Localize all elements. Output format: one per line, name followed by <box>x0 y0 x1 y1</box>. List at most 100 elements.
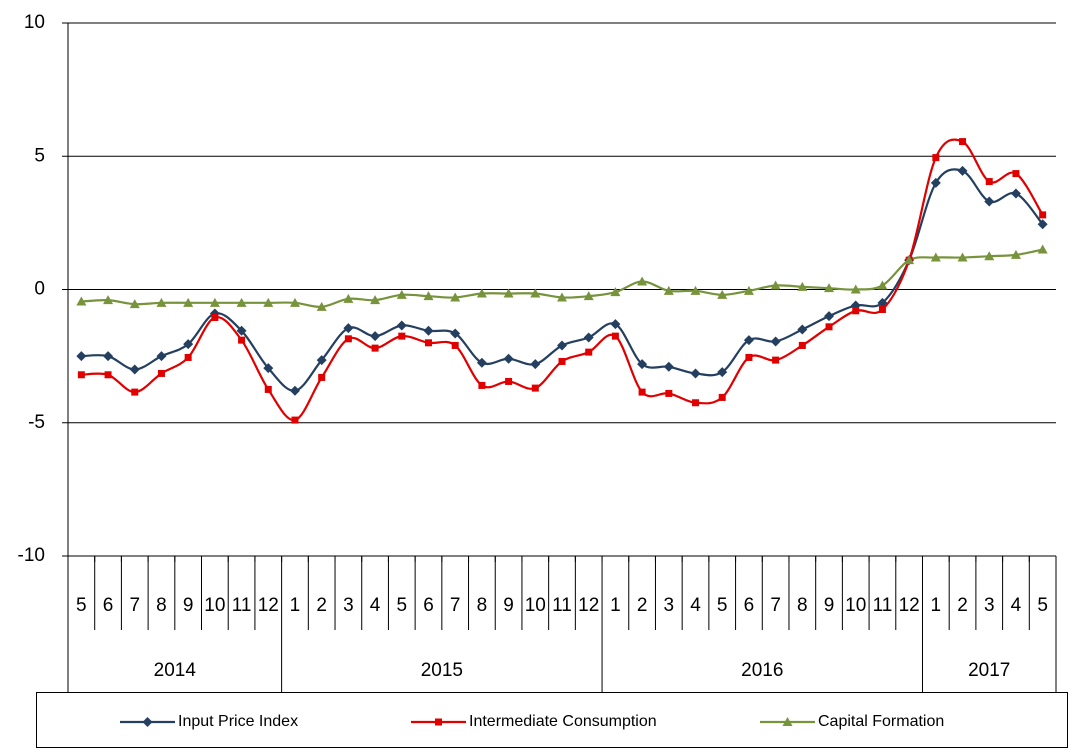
x-tick-label: 7 <box>129 595 140 616</box>
data-point <box>291 416 299 424</box>
x-tick-label: 6 <box>423 595 434 616</box>
data-point <box>183 297 194 307</box>
data-point <box>129 364 140 375</box>
x-tick-label: 5 <box>1037 595 1048 616</box>
data-point <box>183 339 194 350</box>
data-point <box>476 357 487 368</box>
x-tick-label: 2 <box>316 595 327 616</box>
data-point <box>236 325 247 336</box>
data-point <box>690 368 701 379</box>
data-point <box>530 288 541 298</box>
x-group-label: 2015 <box>421 660 463 681</box>
y-tick-label: 5 <box>34 145 45 166</box>
x-tick-label: 9 <box>503 595 514 616</box>
x-tick-label: 6 <box>744 595 755 616</box>
data-point <box>930 252 941 262</box>
data-point <box>852 307 860 315</box>
data-point <box>877 297 888 308</box>
legend-marker <box>782 717 793 726</box>
x-tick-label: 9 <box>824 595 835 616</box>
data-point <box>930 177 941 188</box>
data-point <box>824 311 835 322</box>
x-group-label: 2014 <box>154 660 197 681</box>
legend-marker <box>142 717 153 727</box>
x-group-label: 2016 <box>741 660 783 681</box>
data-point <box>318 373 326 381</box>
data-point <box>343 293 354 303</box>
y-tick-label: 10 <box>24 12 45 33</box>
data-point <box>1037 219 1048 230</box>
data-point <box>129 299 140 309</box>
data-point <box>263 297 274 307</box>
data-point <box>717 289 728 299</box>
data-point <box>797 324 808 335</box>
x-tick-label: 10 <box>845 595 866 616</box>
data-point <box>238 336 246 344</box>
data-point <box>370 295 381 305</box>
x-tick-label: 2 <box>637 595 648 616</box>
data-point <box>583 291 594 301</box>
x-tick-label: 8 <box>477 595 488 616</box>
x-tick-label: 4 <box>370 595 381 616</box>
data-point <box>692 399 700 407</box>
data-point <box>957 252 968 262</box>
x-tick-label: 1 <box>290 595 301 616</box>
legend: Input Price Index Intermediate Consumptio… <box>120 713 944 730</box>
data-point <box>263 363 274 374</box>
data-point <box>984 196 995 207</box>
x-tick-label: 1 <box>931 595 942 616</box>
data-point <box>770 336 781 347</box>
data-point <box>316 301 327 311</box>
data-point <box>663 285 674 295</box>
data-point <box>583 332 594 343</box>
x-tick-label: 8 <box>156 595 167 616</box>
x-tick-label: 2 <box>957 595 968 616</box>
data-point <box>503 288 514 298</box>
x-tick-label: 8 <box>797 595 808 616</box>
data-point <box>211 313 219 321</box>
legend-label: Intermediate Consumption <box>469 713 657 730</box>
x-tick-label: 10 <box>525 595 546 616</box>
data-point <box>610 287 621 297</box>
data-point <box>772 356 780 364</box>
data-point <box>743 285 754 295</box>
x-tick-label: 5 <box>396 595 407 616</box>
data-point <box>985 178 993 186</box>
data-point <box>156 297 167 307</box>
legend-marker <box>435 718 442 726</box>
x-tick-label: 5 <box>76 595 87 616</box>
data-point <box>505 377 513 385</box>
data-point <box>103 295 114 305</box>
data-point <box>932 154 940 162</box>
data-point <box>316 355 327 366</box>
data-point <box>718 393 726 401</box>
data-point <box>557 292 567 302</box>
x-tick-label: 11 <box>232 595 252 616</box>
data-point <box>289 297 300 307</box>
data-point <box>959 138 967 146</box>
data-point <box>665 389 673 397</box>
data-point <box>770 280 781 290</box>
x-tick-label: 12 <box>258 595 279 616</box>
data-point <box>690 285 701 295</box>
data-point <box>904 255 915 265</box>
y-tick-label: -10 <box>18 545 45 566</box>
data-point <box>637 359 648 370</box>
data-point <box>450 328 461 339</box>
data-point <box>1010 188 1021 199</box>
legend-label: Input Price Index <box>178 713 298 730</box>
data-point <box>423 291 434 301</box>
data-point <box>289 385 300 396</box>
data-point <box>451 341 459 349</box>
data-point <box>558 357 566 365</box>
data-point <box>184 353 192 361</box>
data-point <box>797 281 808 291</box>
data-point <box>371 344 379 352</box>
data-point <box>157 369 165 377</box>
data-point <box>717 367 728 378</box>
y-tick-label: 0 <box>34 279 45 300</box>
x-tick-label: 1 <box>610 595 621 616</box>
x-tick-label: 7 <box>770 595 781 616</box>
x-tick-label: 10 <box>204 595 225 616</box>
data-point <box>370 331 381 342</box>
